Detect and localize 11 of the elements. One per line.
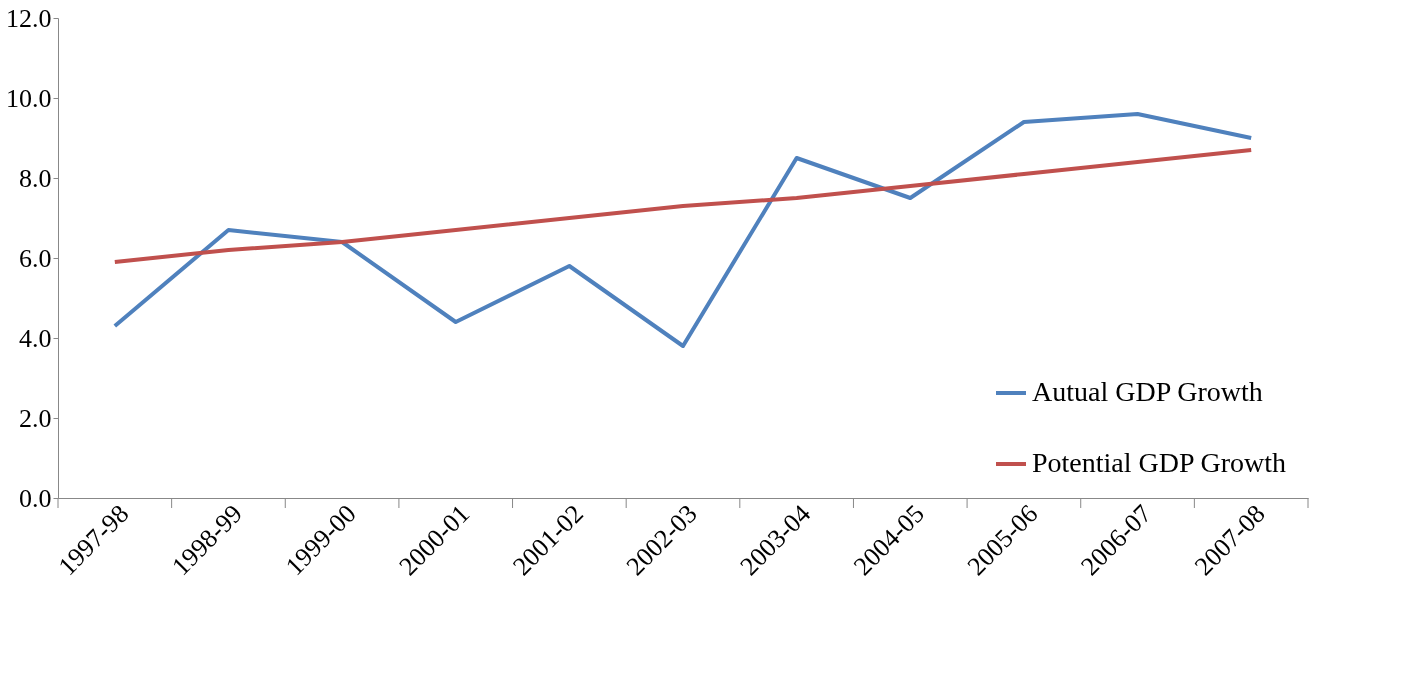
y-tick-label: 6.0 (19, 243, 52, 273)
y-tick-label: 10.0 (6, 83, 52, 113)
y-tick-label: 4.0 (19, 323, 52, 353)
line-series (112, 112, 1254, 348)
y-tick-label: 12.0 (6, 3, 52, 33)
legend-label: Potential GDP Growth (1032, 447, 1287, 478)
y-tick-label: 2.0 (19, 403, 52, 433)
y-tick-label: 8.0 (19, 163, 52, 193)
y-tick-label: 0.0 (19, 483, 52, 513)
line-series (112, 148, 1254, 264)
legend-label: Autual GDP Growth (1032, 376, 1263, 407)
